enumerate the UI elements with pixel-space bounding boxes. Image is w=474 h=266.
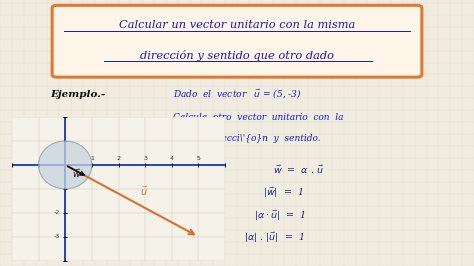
Text: $| \alpha \cdot \vec{u}|$  =  1: $| \alpha \cdot \vec{u}|$ = 1 xyxy=(254,208,305,223)
Text: 1: 1 xyxy=(90,156,94,161)
Text: Ejemplo.-: Ejemplo.- xyxy=(50,90,105,99)
Text: Dado  el  vector   $\vec{u}$ = (5, -3): Dado el vector $\vec{u}$ = (5, -3) xyxy=(173,88,302,101)
Text: $\vec{w}$: $\vec{w}$ xyxy=(72,168,81,180)
Text: misma  direcci\'{o}n  y  sentido.: misma direcci\'{o}n y sentido. xyxy=(173,134,320,143)
Text: 5: 5 xyxy=(197,156,201,161)
Text: 2: 2 xyxy=(117,156,120,161)
Text: -3: -3 xyxy=(54,234,60,239)
FancyBboxPatch shape xyxy=(52,5,422,77)
Text: dirección y sentido que otro dado: dirección y sentido que otro dado xyxy=(140,49,334,61)
Text: $|\vec{w}|$  =  1: $|\vec{w}|$ = 1 xyxy=(263,186,303,200)
Text: $\vec{w}$  =  $\alpha$ . $\vec{u}$: $\vec{w}$ = $\alpha$ . $\vec{u}$ xyxy=(273,164,323,176)
Text: Calcular un vector unitario con la misma: Calcular un vector unitario con la misma xyxy=(119,20,355,30)
Text: $\vec{u}$: $\vec{u}$ xyxy=(140,185,148,198)
Text: Calcula  otro  vector  unitario  con  la: Calcula otro vector unitario con la xyxy=(173,113,344,122)
Circle shape xyxy=(38,141,92,189)
Text: 3: 3 xyxy=(143,156,147,161)
Text: $| \alpha |$ . $|\vec{u}|$  =  1: $| \alpha |$ . $|\vec{u}|$ = 1 xyxy=(244,231,304,245)
Text: 4: 4 xyxy=(170,156,174,161)
Text: -2: -2 xyxy=(54,210,60,215)
